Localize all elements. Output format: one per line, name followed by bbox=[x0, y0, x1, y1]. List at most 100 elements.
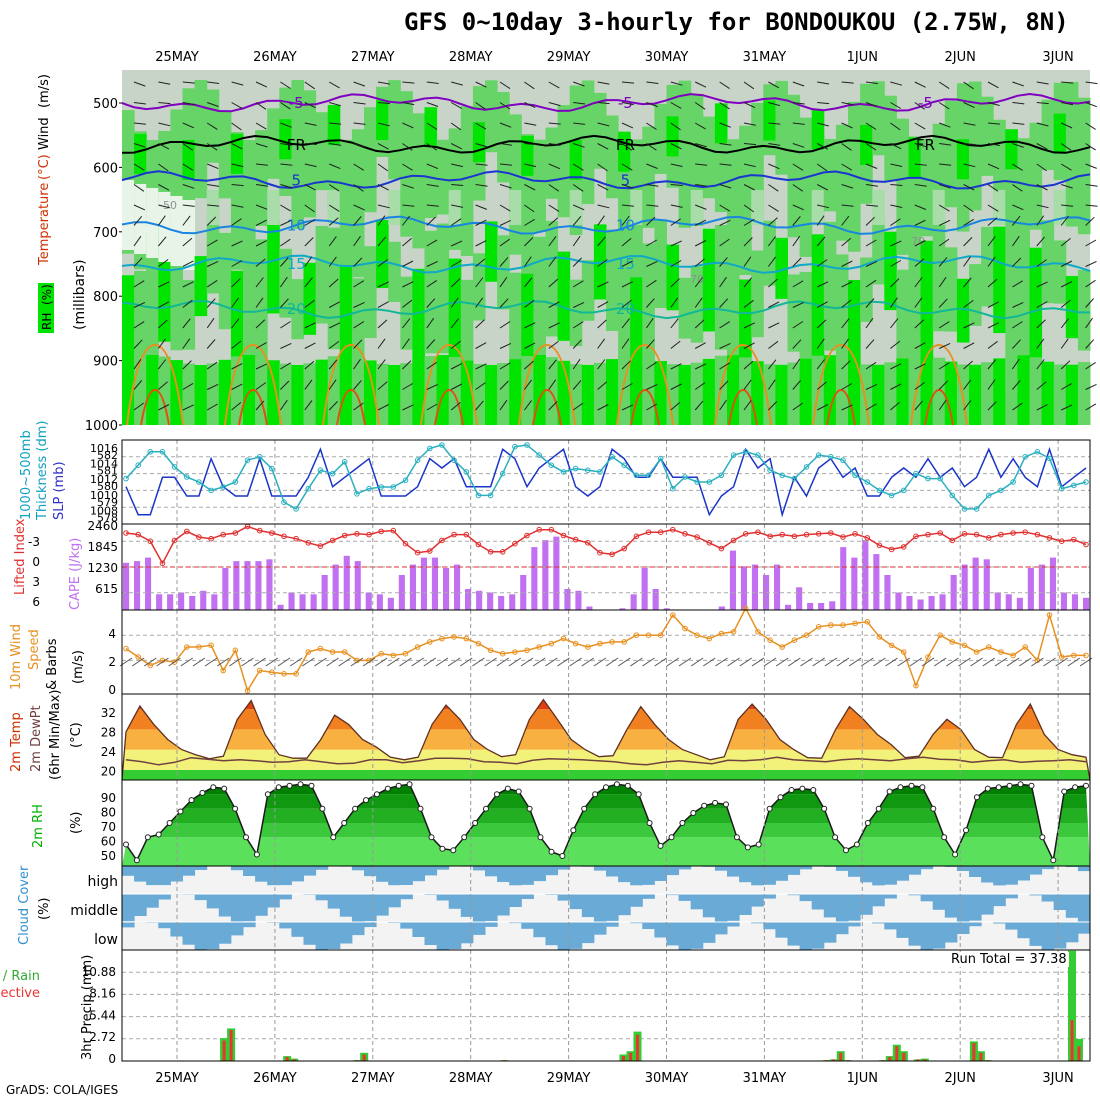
upper-wind-barb bbox=[938, 257, 948, 267]
cloud-bar-high bbox=[993, 866, 1006, 886]
cloud-bar-high bbox=[134, 866, 147, 882]
upper-wind-barb bbox=[841, 318, 850, 329]
wind10-point bbox=[633, 632, 640, 639]
upper-wind-barb bbox=[841, 299, 852, 308]
rh2m-point bbox=[144, 834, 151, 841]
rh-patch-low bbox=[763, 220, 776, 286]
isotherm-label-20: 20 bbox=[287, 300, 306, 318]
rh-patch-low bbox=[424, 230, 438, 354]
upper-wind-barb bbox=[914, 122, 926, 130]
cloud-bar-low bbox=[884, 922, 897, 930]
cape-bar bbox=[244, 561, 251, 610]
rh-patch-low bbox=[775, 237, 788, 299]
upper-wind-barb bbox=[524, 299, 535, 308]
cloud-bar-low bbox=[969, 922, 982, 927]
cloud-bar-middle bbox=[485, 894, 498, 921]
rh-patch-dark bbox=[1053, 113, 1067, 154]
rh-patch-low bbox=[714, 225, 728, 350]
upper-wind-barb bbox=[597, 102, 610, 105]
cape-bar bbox=[443, 568, 450, 610]
cloud-bar-high bbox=[412, 866, 425, 882]
rh2m-point bbox=[733, 834, 740, 841]
precip-convective-bar bbox=[1077, 1046, 1081, 1061]
upper-wind-barb bbox=[694, 363, 707, 370]
upper-wind-barb bbox=[816, 184, 829, 191]
upper-wind-barb bbox=[377, 338, 386, 349]
wind10-point bbox=[305, 649, 312, 655]
cloud-bar-high bbox=[424, 866, 438, 876]
cape-bar bbox=[807, 603, 814, 610]
cloud-bar-high bbox=[364, 866, 377, 877]
cloud-bar-high bbox=[642, 866, 655, 885]
cloud-bar-high bbox=[981, 866, 994, 883]
lifted-index-point bbox=[341, 532, 348, 539]
upper-wind-barb bbox=[914, 277, 923, 288]
lifted-index-point bbox=[232, 530, 239, 536]
surface-isotherm-arc-inner bbox=[140, 388, 170, 426]
upper-wind-barb bbox=[475, 297, 484, 308]
upper-wind-barb bbox=[768, 143, 781, 146]
cloud-bar-low bbox=[243, 922, 256, 928]
cloud-bar-low bbox=[303, 922, 317, 945]
upper-wind-barb bbox=[402, 299, 413, 308]
upper-wind-barb bbox=[426, 279, 438, 288]
upper-wind-barb bbox=[426, 163, 439, 170]
rh-legend-swatch bbox=[38, 283, 54, 333]
rh-patch-surface bbox=[593, 362, 607, 425]
rh-patch-low bbox=[122, 275, 135, 371]
cloud-bar-low bbox=[787, 922, 801, 946]
date-bottom-31may: 31MAY bbox=[743, 1071, 787, 1086]
wind10-point bbox=[645, 632, 652, 639]
upper-wind-barb bbox=[1060, 338, 1069, 349]
cape-bar bbox=[818, 603, 825, 610]
thickness-point bbox=[730, 452, 737, 458]
lifted-index-point bbox=[463, 531, 470, 538]
upper-wind-barb bbox=[304, 163, 317, 168]
cloud-bar-middle bbox=[751, 894, 764, 907]
lifted-index-point bbox=[840, 534, 846, 540]
surface-wind-barb bbox=[678, 657, 692, 667]
wind10-point bbox=[548, 640, 555, 647]
cloud-bar-low bbox=[521, 922, 534, 929]
thickness-point bbox=[718, 472, 725, 479]
lifted-index-point bbox=[888, 546, 895, 553]
rh-patch-mid bbox=[388, 80, 401, 180]
upper-wind-barb bbox=[572, 235, 581, 247]
cloud-bar-middle bbox=[618, 894, 631, 916]
upper-wind-barb bbox=[597, 122, 610, 127]
wind10-point bbox=[791, 637, 798, 644]
upper-wind-barb bbox=[182, 163, 194, 171]
upper-wind-barb bbox=[938, 81, 950, 90]
rh2m-point bbox=[941, 834, 948, 841]
cloud-bar-middle bbox=[267, 894, 280, 908]
upper-wind-barb bbox=[1085, 260, 1097, 267]
cape-bar bbox=[564, 589, 571, 610]
upper-wind-barb bbox=[158, 163, 169, 172]
lifted-index-point bbox=[427, 548, 433, 554]
upper-wind-barb bbox=[694, 258, 705, 267]
wind10-point bbox=[767, 637, 773, 644]
cloud-bar-middle bbox=[218, 894, 232, 917]
upper-wind-barb bbox=[133, 143, 146, 148]
cloud-bar-low bbox=[811, 922, 825, 949]
cape-bar bbox=[376, 594, 383, 610]
surface-wind-barb bbox=[970, 657, 983, 667]
upper-wind-barb bbox=[670, 383, 682, 390]
upper-wind-barb bbox=[621, 122, 634, 129]
thickness-point bbox=[803, 464, 810, 470]
wind10-point bbox=[1058, 654, 1065, 660]
wind10-point bbox=[220, 667, 226, 674]
upper-wind-barb bbox=[646, 260, 658, 267]
rh-patch-surface bbox=[944, 361, 958, 425]
cape-bar bbox=[994, 592, 1001, 610]
surface-wind-barb bbox=[508, 657, 522, 667]
upper-wind-barb bbox=[1085, 317, 1093, 329]
rh-patch-surface bbox=[993, 358, 1006, 425]
rh-patch-dark bbox=[424, 107, 438, 148]
upper-wind-barb bbox=[597, 163, 608, 172]
upper-wind-barb bbox=[133, 257, 143, 267]
rh2m-point bbox=[439, 845, 446, 852]
upper-wind-barb bbox=[255, 102, 267, 110]
upper-wind-barb bbox=[1085, 184, 1098, 187]
upper-wind-barb bbox=[304, 218, 316, 226]
